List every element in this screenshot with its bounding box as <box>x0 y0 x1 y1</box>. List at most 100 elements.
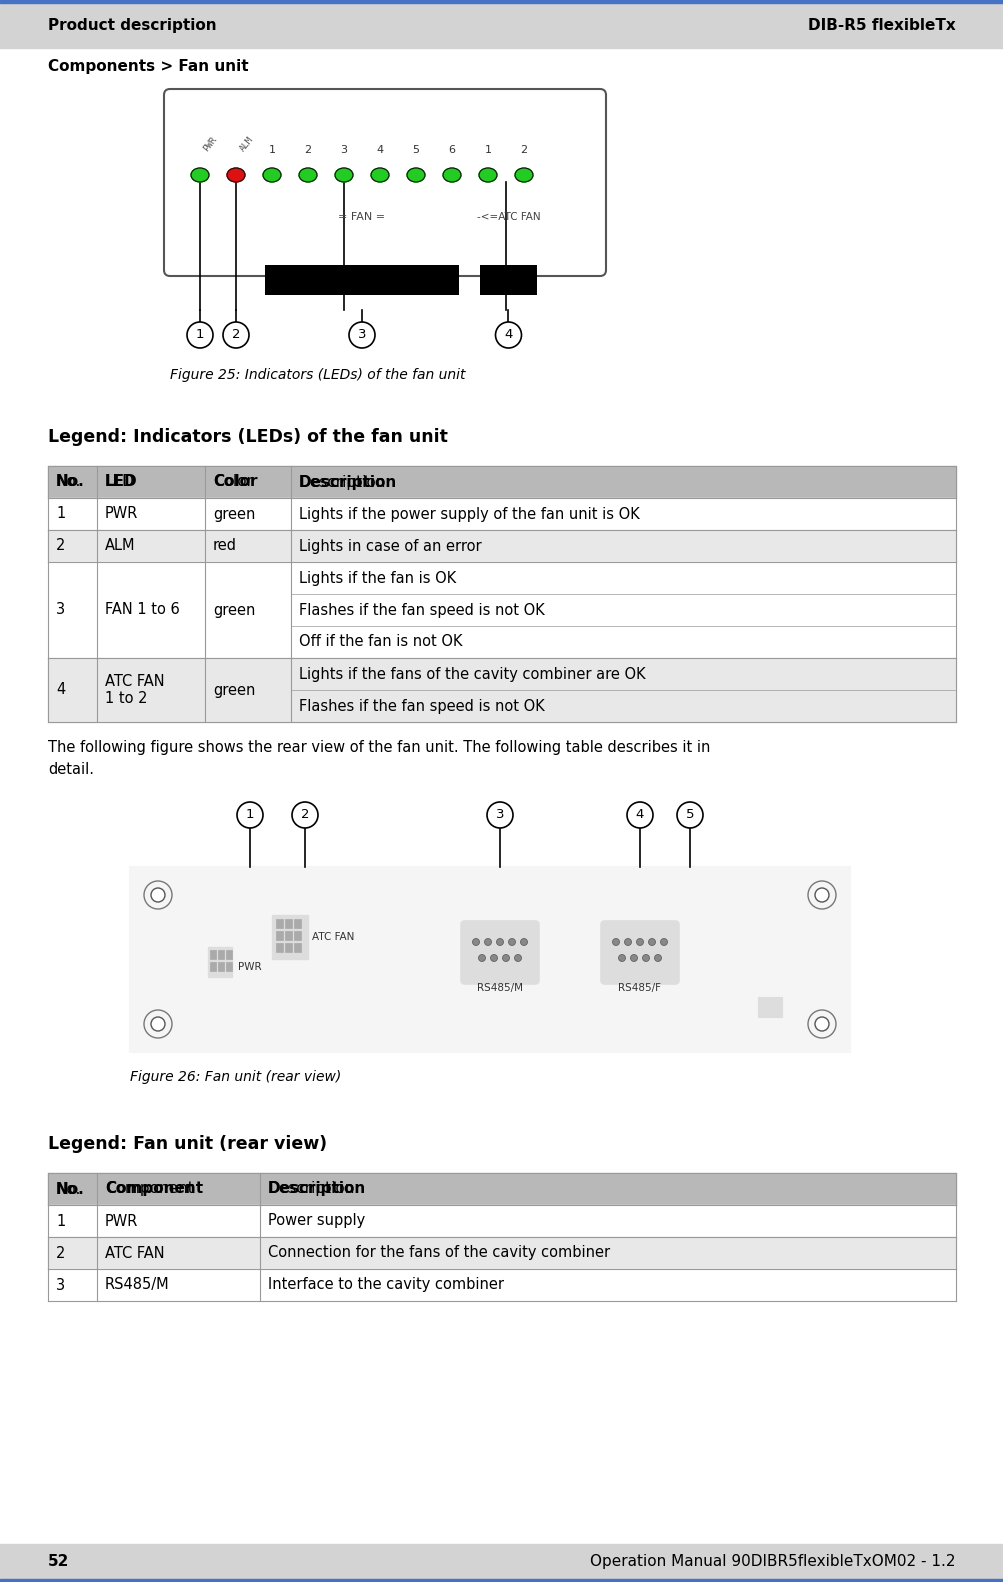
Circle shape <box>237 802 263 827</box>
Text: Description: Description <box>299 475 397 489</box>
Text: Figure 25: Indicators (LEDs) of the fan unit: Figure 25: Indicators (LEDs) of the fan … <box>170 369 465 381</box>
Ellipse shape <box>191 168 209 182</box>
Circle shape <box>143 1009 172 1038</box>
Text: 3: 3 <box>340 146 347 155</box>
Text: RS485/F: RS485/F <box>618 982 661 993</box>
Text: Flashes if the fan speed is not OK: Flashes if the fan speed is not OK <box>299 603 545 617</box>
Text: Description: Description <box>299 475 386 489</box>
Circle shape <box>520 938 527 946</box>
Text: 1: 1 <box>56 1213 65 1229</box>
Text: -<=ATC FAN: -<=ATC FAN <box>476 212 540 223</box>
Text: Description: Description <box>268 1182 355 1196</box>
Text: 2: 2 <box>232 329 240 342</box>
Bar <box>210 951 216 959</box>
Circle shape <box>630 954 637 962</box>
Bar <box>285 930 292 940</box>
Bar <box>48 1237 955 1269</box>
Circle shape <box>814 1017 828 1031</box>
Text: Power supply: Power supply <box>268 1213 365 1229</box>
Circle shape <box>490 954 497 962</box>
Circle shape <box>508 938 515 946</box>
Circle shape <box>636 938 643 946</box>
Text: 2: 2 <box>56 1245 65 1261</box>
Ellipse shape <box>371 168 388 182</box>
Bar <box>276 943 283 952</box>
Bar <box>0 3 1003 47</box>
Text: green: green <box>213 682 255 698</box>
Bar <box>48 530 955 562</box>
Circle shape <box>143 881 172 910</box>
Circle shape <box>648 938 655 946</box>
Text: PWR: PWR <box>202 134 219 153</box>
Circle shape <box>660 938 667 946</box>
Text: Lights if the fans of the cavity combiner are OK: Lights if the fans of the cavity combine… <box>299 666 645 682</box>
Text: 4: 4 <box>504 329 513 342</box>
Bar <box>0 0 1003 3</box>
Bar <box>208 948 232 978</box>
Text: No.: No. <box>56 475 84 489</box>
Circle shape <box>150 1017 164 1031</box>
Text: DIB-R5 flexibleTx: DIB-R5 flexibleTx <box>807 17 955 33</box>
Text: 52: 52 <box>48 1554 69 1569</box>
Circle shape <box>627 802 652 827</box>
FancyBboxPatch shape <box>460 921 539 984</box>
Circle shape <box>676 802 702 827</box>
Text: 1: 1 <box>484 146 491 155</box>
Text: 5: 5 <box>412 146 419 155</box>
FancyBboxPatch shape <box>163 89 606 275</box>
Text: Description: Description <box>268 1182 366 1196</box>
Bar <box>272 914 308 959</box>
Text: 2: 2 <box>301 808 309 821</box>
Circle shape <box>618 954 625 962</box>
Bar <box>260 206 463 229</box>
Text: Operation Manual 90DIBR5flexibleTxOM02 - 1.2: Operation Manual 90DIBR5flexibleTxOM02 -… <box>590 1554 955 1569</box>
Text: 5: 5 <box>685 808 693 821</box>
Circle shape <box>223 323 249 348</box>
Text: 2: 2 <box>304 146 311 155</box>
Text: 3: 3 <box>357 329 366 342</box>
Circle shape <box>654 954 661 962</box>
Text: Legend: Fan unit (rear view): Legend: Fan unit (rear view) <box>48 1134 327 1153</box>
Circle shape <box>495 323 521 348</box>
Text: Flashes if the fan speed is not OK: Flashes if the fan speed is not OK <box>299 699 545 713</box>
Text: green: green <box>213 603 255 617</box>
Bar <box>276 930 283 940</box>
Text: Off if the fan is not OK: Off if the fan is not OK <box>299 634 462 650</box>
Circle shape <box>807 881 835 910</box>
Bar <box>0 1579 1003 1582</box>
Bar <box>477 206 539 229</box>
Circle shape <box>486 802 513 827</box>
Text: 4: 4 <box>56 682 65 698</box>
Circle shape <box>814 888 828 902</box>
Text: Color: Color <box>213 475 257 489</box>
Text: 1: 1 <box>268 146 275 155</box>
Text: PWR: PWR <box>238 962 262 971</box>
Circle shape <box>502 954 509 962</box>
Bar <box>226 962 232 971</box>
Bar <box>48 1172 955 1205</box>
Text: 6: 6 <box>448 146 455 155</box>
Bar <box>48 498 955 530</box>
Text: Color: Color <box>213 475 253 489</box>
Text: green: green <box>213 506 255 522</box>
Text: RS485/M: RS485/M <box>105 1278 170 1292</box>
Bar <box>294 930 301 940</box>
Ellipse shape <box>442 168 460 182</box>
Text: FAN 1 to 6: FAN 1 to 6 <box>105 603 180 617</box>
Text: Legend: Indicators (LEDs) of the fan unit: Legend: Indicators (LEDs) of the fan uni… <box>48 429 447 446</box>
Ellipse shape <box>335 168 353 182</box>
Text: No.: No. <box>56 1182 81 1196</box>
Text: detail.: detail. <box>48 763 94 777</box>
Circle shape <box>514 954 521 962</box>
Text: = FAN =: = FAN = <box>338 212 385 223</box>
Text: 4: 4 <box>376 146 383 155</box>
Circle shape <box>478 954 485 962</box>
Bar <box>218 951 224 959</box>
Circle shape <box>624 938 631 946</box>
Text: Component: Component <box>105 1182 194 1196</box>
Text: LED: LED <box>105 475 137 489</box>
Text: Figure 26: Fan unit (rear view): Figure 26: Fan unit (rear view) <box>129 1069 341 1084</box>
Text: PWR: PWR <box>105 1213 138 1229</box>
Ellipse shape <box>515 168 533 182</box>
Bar <box>285 919 292 929</box>
